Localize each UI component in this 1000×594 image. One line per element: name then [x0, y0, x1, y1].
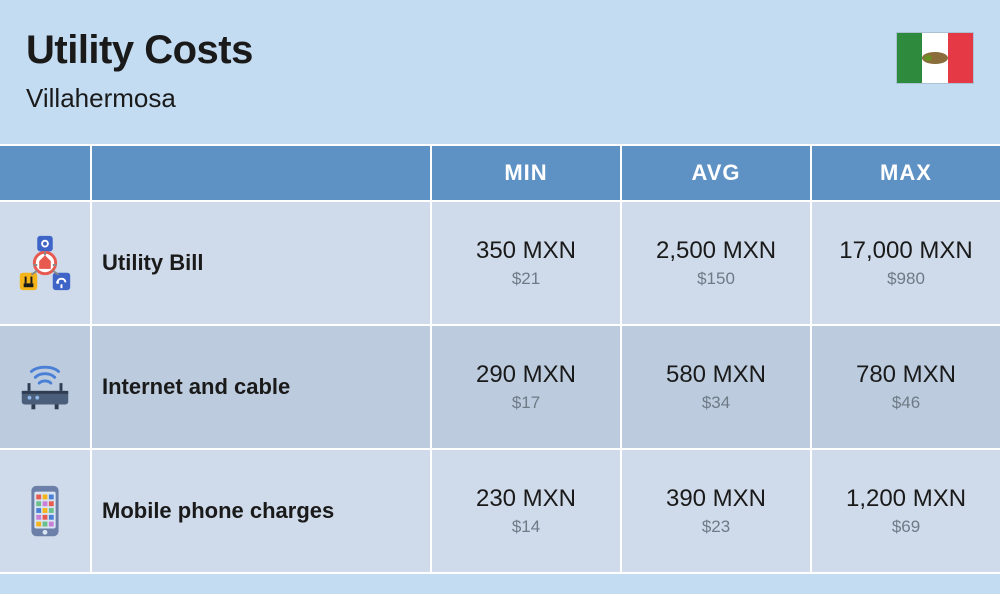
val-main: 17,000 MXN — [839, 237, 972, 265]
row-label: Utility Bill — [102, 250, 203, 276]
th-min: MIN — [432, 146, 622, 200]
row-label-cell: Utility Bill — [92, 202, 432, 324]
header-left: Utility Costs Villahermosa — [26, 28, 253, 114]
val-sub: $69 — [892, 517, 920, 537]
mobile-phone-icon — [0, 450, 92, 572]
cell-min: 230 MXN $14 — [432, 450, 622, 572]
table-header: MIN AVG MAX — [0, 146, 1000, 202]
val-main: 350 MXN — [476, 237, 576, 265]
val-main: 2,500 MXN — [656, 237, 776, 265]
cell-min: 350 MXN $21 — [432, 202, 622, 324]
cell-max: 17,000 MXN $980 — [812, 202, 1000, 324]
val-main: 390 MXN — [666, 485, 766, 513]
val-main: 290 MXN — [476, 361, 576, 389]
cell-avg: 580 MXN $34 — [622, 326, 812, 448]
internet-cable-icon — [0, 326, 92, 448]
cell-max: 780 MXN $46 — [812, 326, 1000, 448]
page: Utility Costs Villahermosa MIN AVG MAX — [0, 0, 1000, 594]
val-main: 580 MXN — [666, 361, 766, 389]
row-label: Internet and cable — [102, 374, 290, 400]
page-title: Utility Costs — [26, 28, 253, 73]
flag-stripe-green — [897, 33, 922, 83]
th-max: MAX — [812, 146, 1000, 200]
costs-table: MIN AVG MAX — [0, 144, 1000, 594]
val-sub: $21 — [512, 269, 540, 289]
row-label: Mobile phone charges — [102, 498, 334, 524]
val-sub: $46 — [892, 393, 920, 413]
val-sub: $980 — [887, 269, 925, 289]
flag-stripe-red — [948, 33, 973, 83]
table-row: Utility Bill 350 MXN $21 2,500 MXN $150 … — [0, 202, 1000, 326]
row-label-cell: Mobile phone charges — [92, 450, 432, 572]
val-main: 1,200 MXN — [846, 485, 966, 513]
val-sub: $17 — [512, 393, 540, 413]
row-label-cell: Internet and cable — [92, 326, 432, 448]
th-blank-label — [92, 146, 432, 200]
header: Utility Costs Villahermosa — [0, 0, 1000, 144]
th-blank-icon — [0, 146, 92, 200]
table-row: Mobile phone charges 230 MXN $14 390 MXN… — [0, 450, 1000, 574]
page-subtitle: Villahermosa — [26, 83, 253, 114]
cell-avg: 2,500 MXN $150 — [622, 202, 812, 324]
val-main: 230 MXN — [476, 485, 576, 513]
mexico-flag-icon — [896, 32, 974, 84]
val-main: 780 MXN — [856, 361, 956, 389]
th-avg: AVG — [622, 146, 812, 200]
table-row: Internet and cable 290 MXN $17 580 MXN $… — [0, 326, 1000, 450]
cell-min: 290 MXN $17 — [432, 326, 622, 448]
utility-bill-icon — [0, 202, 92, 324]
flag-emblem-icon — [922, 52, 947, 64]
cell-max: 1,200 MXN $69 — [812, 450, 1000, 572]
cell-avg: 390 MXN $23 — [622, 450, 812, 572]
val-sub: $150 — [697, 269, 735, 289]
flag-stripe-white — [922, 33, 947, 83]
val-sub: $34 — [702, 393, 730, 413]
val-sub: $23 — [702, 517, 730, 537]
val-sub: $14 — [512, 517, 540, 537]
